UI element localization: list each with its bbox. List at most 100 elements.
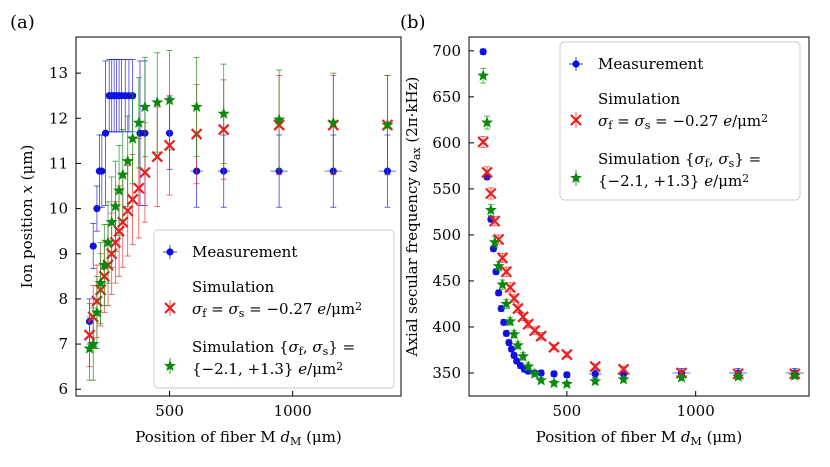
panel-b-ytick-label: 650 — [432, 88, 461, 106]
panel-b-ytick-label: 500 — [432, 226, 461, 244]
panel-b-point-circle — [497, 304, 505, 313]
panel-a-xtick-label: 500 — [155, 402, 184, 420]
panel-b-point-circle — [550, 370, 558, 378]
panel-b-point-x — [512, 302, 524, 315]
panel-b-legend-marker-sim1 — [570, 114, 582, 126]
panel-a-point-star — [190, 100, 203, 113]
panel-b-point-star — [504, 315, 517, 327]
panel-a-point-star — [87, 337, 100, 350]
panel-a-legend-marker-sim2 — [164, 359, 176, 372]
panel-a-point-star — [381, 118, 394, 131]
panel-b-point-circle — [489, 245, 498, 253]
panel-a-point-star — [102, 236, 114, 248]
panel-a-axes-frame — [75, 36, 402, 397]
panel-a-xtick-label: 1000 — [274, 402, 312, 420]
panel-b-ytick-label: 700 — [432, 42, 461, 60]
panel-b-point-star — [511, 339, 524, 351]
panel-b-point-circle — [487, 215, 495, 223]
panel-b-point-circle — [510, 351, 518, 360]
panel-b-point-star — [560, 377, 573, 390]
panel-b-point-x — [561, 348, 573, 361]
panel-a-point-star — [163, 93, 176, 106]
panel-b-point-x — [485, 187, 497, 200]
panel-b-xtick-label: 1000 — [677, 402, 715, 420]
panel-a-point-star — [327, 116, 340, 128]
panel-b-point-star — [522, 360, 535, 372]
panel-a-point-star — [217, 107, 230, 119]
panel-b-ytick-label: 450 — [432, 272, 461, 290]
panel-b-point-star — [481, 116, 494, 128]
panel-b-ytick-label: 350 — [432, 364, 461, 382]
panel-a-ytick-label: 7 — [58, 335, 68, 353]
panel-b-point-star — [788, 369, 801, 381]
panel-a-point-star — [83, 342, 96, 354]
panel-a-legend: Measurement Simulation σf = σs = −0.27 e/μ… — [153, 229, 395, 389]
panel-a-point-star — [151, 96, 164, 108]
panel-a-label: (a) — [10, 12, 35, 33]
panel-a-point-x — [133, 182, 145, 195]
panel-a-point-star — [109, 200, 122, 212]
panel-b-point-star — [528, 367, 541, 379]
panel-b-point-x — [488, 215, 501, 227]
panel-a-point-star — [105, 215, 118, 228]
panel-b-point-x — [617, 363, 630, 376]
panel-a-point-circle — [93, 204, 101, 213]
panel-a-point-circle — [136, 129, 144, 137]
panel-b-legend: Measurement Simulation σf = σs = −0.27 e/μ… — [559, 41, 801, 201]
panel-a-point-circle — [101, 129, 110, 137]
panel-a-legend-sim1-line2: σf = σs = −0.27 e/μm2 — [192, 300, 362, 320]
panel-b-point-circle — [591, 370, 599, 378]
panel-a-legend-measurement: Measurement — [192, 243, 297, 261]
panel-b-point-x — [589, 360, 601, 373]
panel-b-ytick-label: 550 — [432, 180, 461, 198]
panel-b-ylabel: Axial secular frequency ωax (2π·kHz) — [403, 77, 423, 358]
panel-a-point-x — [121, 205, 134, 217]
panel-b-point-star — [675, 371, 688, 383]
panel-a-legend-marker-measurement — [166, 248, 174, 256]
panel-b-point-star — [477, 69, 490, 81]
panel-b-ytick-label: 400 — [432, 318, 461, 336]
panel-a-ytick-label: 13 — [49, 64, 68, 82]
panel-b-point-star — [589, 374, 602, 387]
panel-a-ytick-label: 11 — [49, 154, 68, 172]
panel-a-ytick-label: 9 — [58, 245, 68, 263]
panel-b-point-star — [488, 235, 501, 248]
panel-b-point-x — [535, 330, 547, 342]
panel-a-point-x — [126, 193, 139, 206]
panel-b-point-star — [496, 278, 509, 290]
panel-a-legend-marker-sim1 — [164, 302, 176, 314]
panel-a-ytick-label: 10 — [49, 200, 68, 218]
panel-b-legend-sim1-line1: Simulation — [598, 90, 681, 108]
panel-b-point-x — [508, 292, 520, 305]
panel-b-point-star — [500, 297, 513, 310]
panel-b-plot: 500 1000 350 400 450 500 550 600 650 700 Position … — [403, 36, 810, 448]
panel-a-plot: 500 1000 6 7 8 9 10 11 12 13 Position of fiber M d… — [18, 36, 402, 448]
panel-b-axes-frame — [468, 36, 810, 397]
panel-b-point-x — [500, 265, 513, 278]
panel-b-label: (b) — [400, 12, 426, 33]
panel-b-point-circle — [537, 369, 545, 377]
panel-a-point-circle — [98, 167, 106, 175]
panel-a-point-circle — [89, 242, 97, 250]
panel-b-point-x — [504, 281, 516, 294]
panel-a-ylabel: Ion position x (μm) — [18, 145, 36, 289]
panel-a-point-star — [273, 113, 286, 125]
panel-b-point-x — [517, 311, 529, 323]
panel-a-xlabel: Position of fiber M dM (μm) — [135, 428, 342, 448]
panel-a-point-x — [151, 150, 164, 163]
panel-a-point-star — [126, 132, 139, 144]
panel-b-legend-box — [559, 41, 801, 201]
panel-a-point-star — [138, 100, 151, 113]
panel-b-legend-sim2-line2: {−2.1, +1.3} e/μm2 — [598, 172, 749, 190]
panel-b-xlabel: Position of fiber M dM (μm) — [536, 428, 743, 448]
panel-b-point-star — [492, 259, 505, 272]
panel-b-xtick-label: 500 — [553, 402, 582, 420]
panel-b-ytick-label: 600 — [432, 134, 461, 152]
panel-b-point-x — [481, 166, 493, 179]
panel-b-point-circle — [492, 268, 500, 276]
panel-b-point-star — [548, 376, 560, 389]
panel-b-legend-sim2-line1: Simulation {σf, σs} = — [598, 150, 761, 170]
panel-a-point-star — [116, 168, 129, 180]
panel-a-legend-box — [153, 229, 395, 389]
